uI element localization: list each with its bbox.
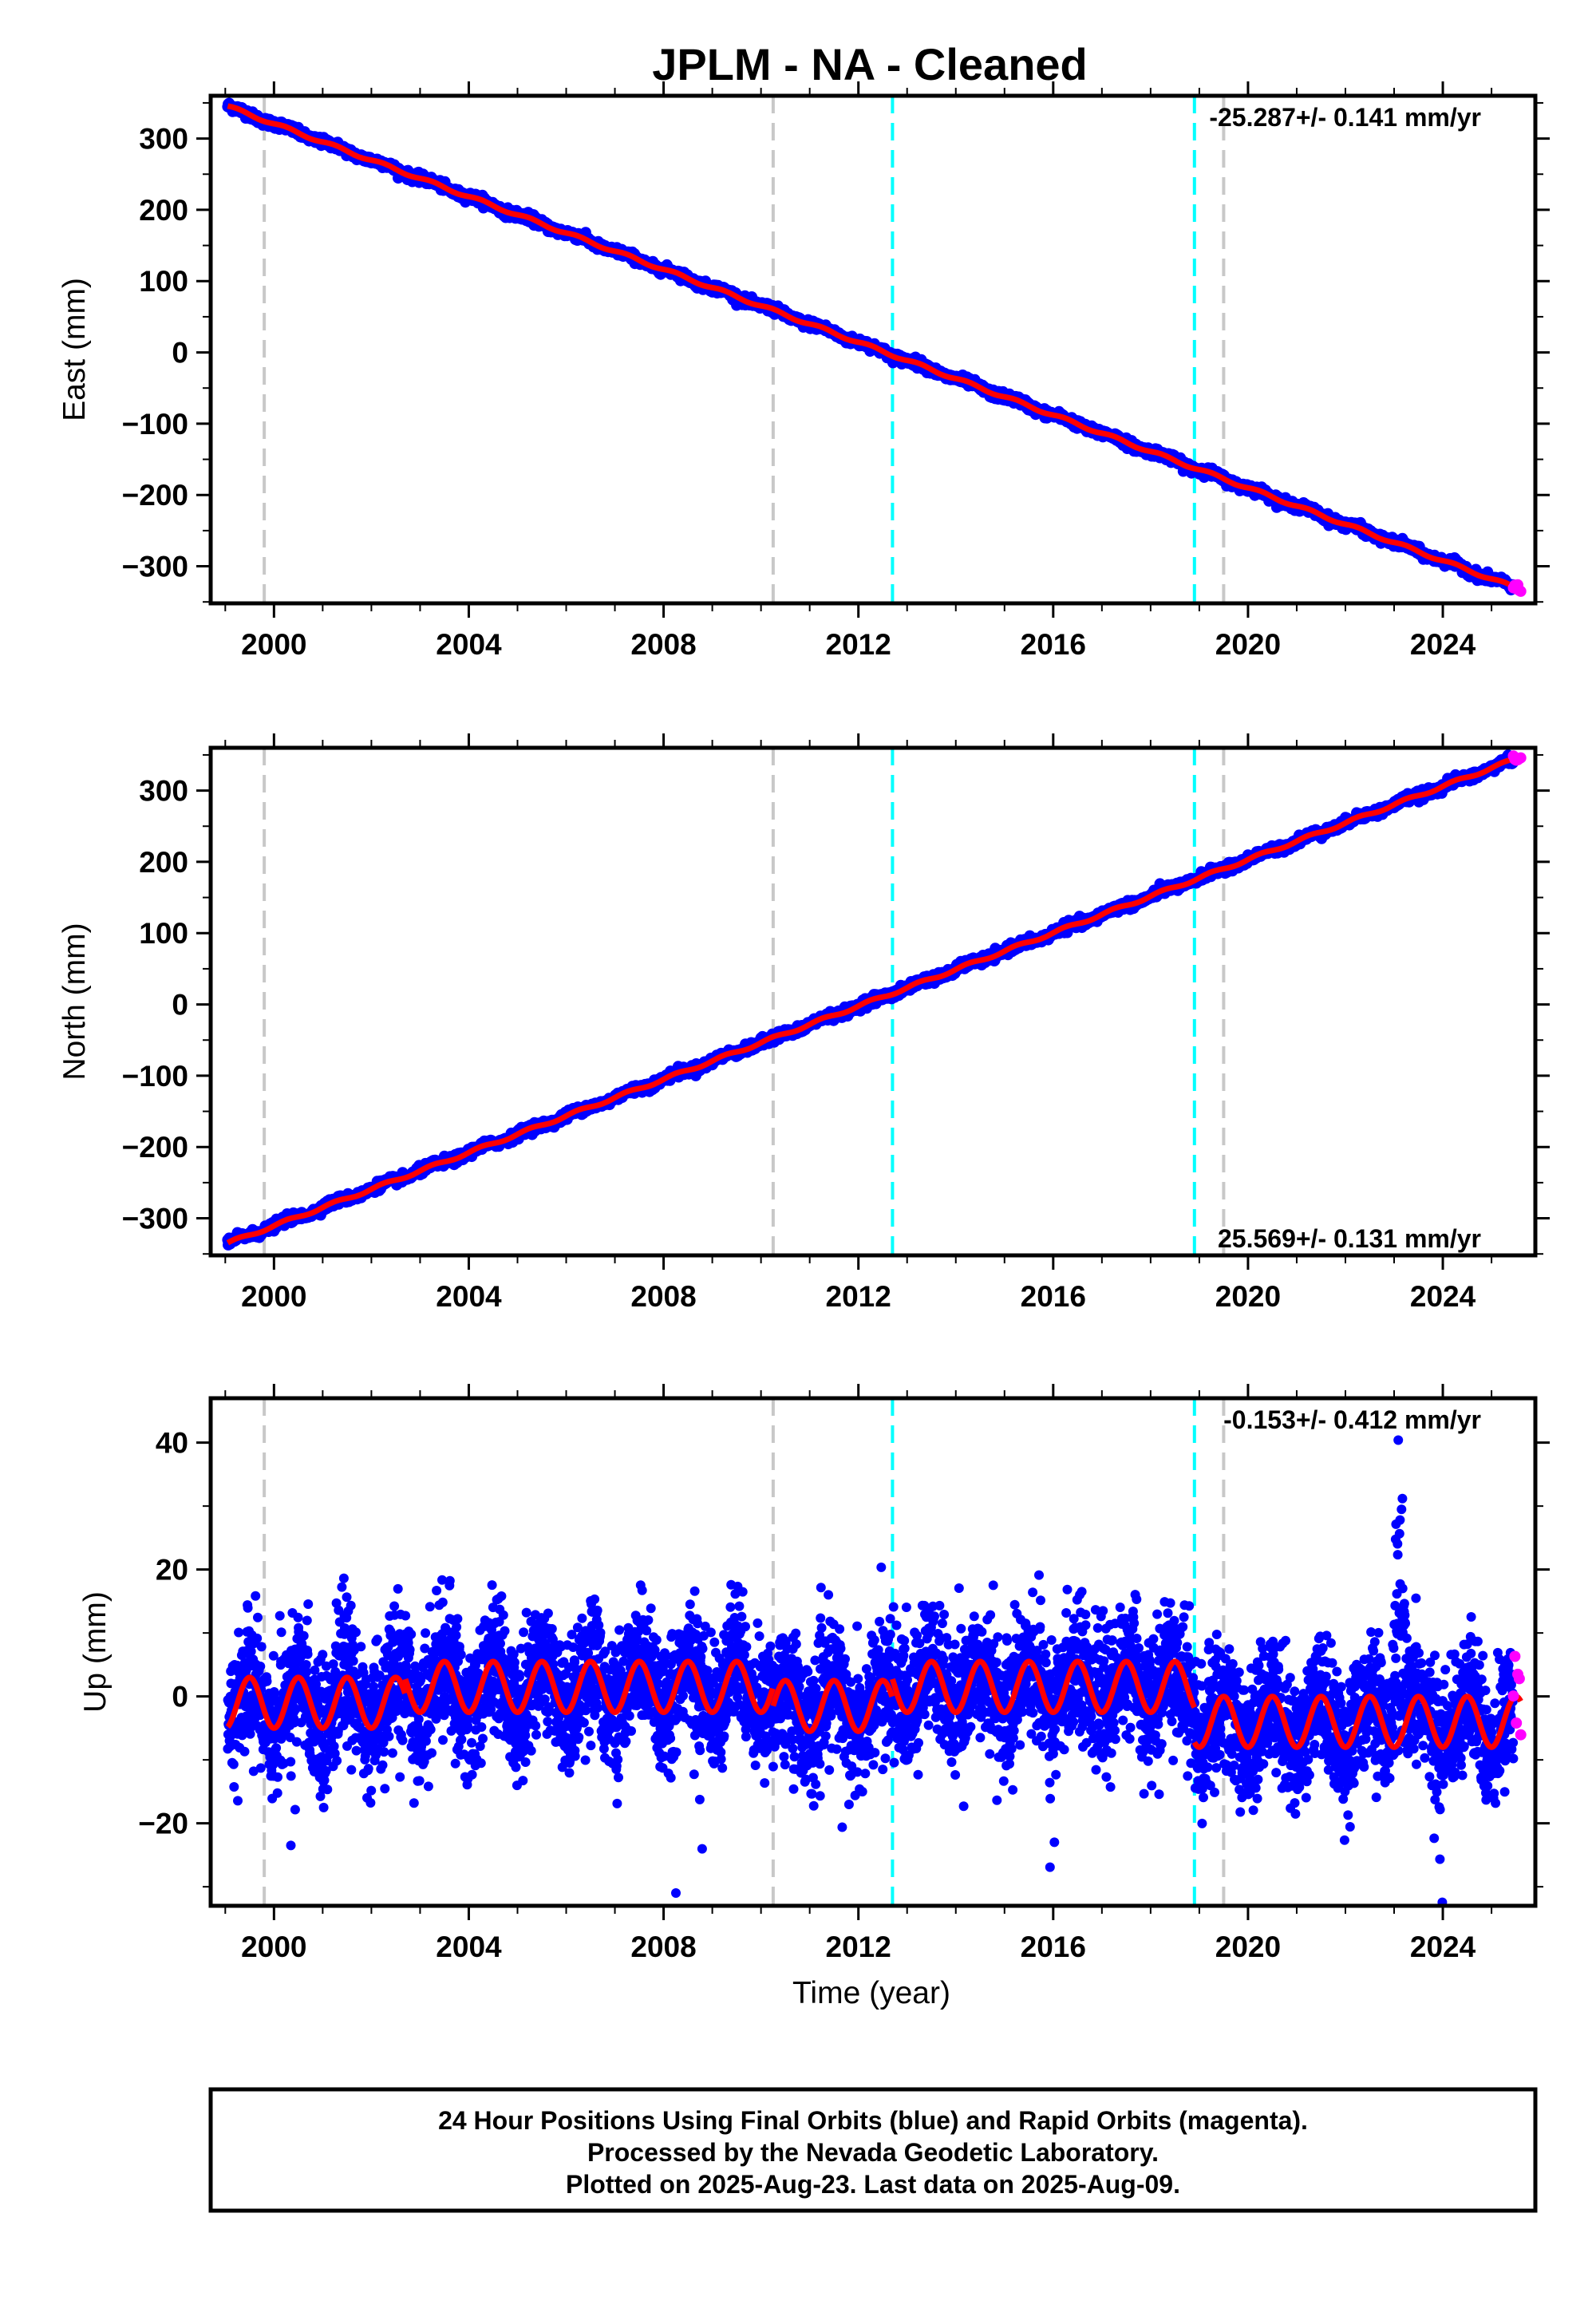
y-tick-label: 100 — [139, 265, 188, 298]
east-panel: −300 −200 −100 0 100 200 300 2000 2004 2008 2012 20… — [57, 81, 1550, 661]
x-tick-label: 2008 — [630, 628, 696, 661]
y-tick-label: 200 — [139, 194, 188, 227]
velocity-rate-label: -25.287+/- 0.141 mm/yr — [1209, 103, 1481, 132]
x-tick-label: 2000 — [241, 628, 306, 661]
x-tick-label: 2004 — [436, 628, 502, 661]
x-tick-label: 2024 — [1410, 628, 1476, 661]
figure-title: JPLM - NA - Cleaned — [652, 39, 1088, 89]
y-axis-label: East (mm) — [57, 278, 92, 421]
y-tick-label: 300 — [139, 123, 188, 156]
model-fit-line — [226, 103, 1523, 593]
y-tick-label: −300 — [122, 551, 188, 583]
y-tick-label: 0 — [172, 337, 188, 370]
plot-area — [222, 748, 1527, 1255]
plot-area — [222, 96, 1527, 603]
y-tick-label: −200 — [122, 479, 188, 512]
rapid-orbit-point — [1515, 585, 1527, 597]
x-tick-label: 2016 — [1021, 628, 1086, 661]
x-tick-label: 2012 — [826, 628, 891, 661]
y-tick-label: −100 — [122, 408, 188, 441]
x-tick-label: 2020 — [1215, 628, 1281, 661]
